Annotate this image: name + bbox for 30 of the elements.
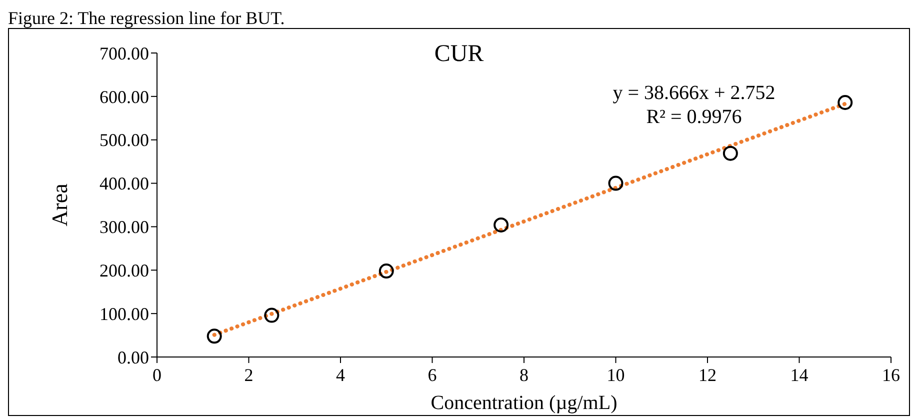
point [206,328,222,344]
point [494,217,509,232]
point [608,176,624,191]
x-tick-label: 0 [152,365,162,385]
y-axis-title: Area [46,183,72,226]
y-tick-label: 500.00 [100,130,149,150]
x-tick-label: 12 [698,365,716,385]
x-tick-label: 10 [606,365,625,385]
x-tick-label: 2 [244,365,254,385]
y-tick-label: 0.00 [118,347,149,368]
point [378,264,394,279]
caption: Figure 2: The regression line for BUT. [8,8,286,28]
y-tick-label: 700.00 [100,43,149,64]
x-tick-label: 16 [882,365,900,385]
annotation: y = 38.666x + 2.752 [612,81,776,105]
point [722,146,738,161]
y-tick-label: 300.00 [100,217,149,238]
point [838,95,853,110]
y-tick-label: 200.00 [100,260,149,281]
x-tick-label: 6 [428,365,437,385]
x-tick-label: 8 [520,365,528,385]
chart-title: CUR [434,41,484,67]
x-tick-label: 14 [790,365,808,385]
annotation: R² = 0.9976 [645,105,743,129]
x-tick-label: 4 [336,365,345,385]
y-tick-label: 400.00 [100,174,149,194]
y-tick-label: 600.00 [100,86,149,107]
x-axis-title: Concentration (µg/mL) [430,392,618,414]
y-tick-label: 100.00 [100,304,149,324]
point [264,308,280,323]
